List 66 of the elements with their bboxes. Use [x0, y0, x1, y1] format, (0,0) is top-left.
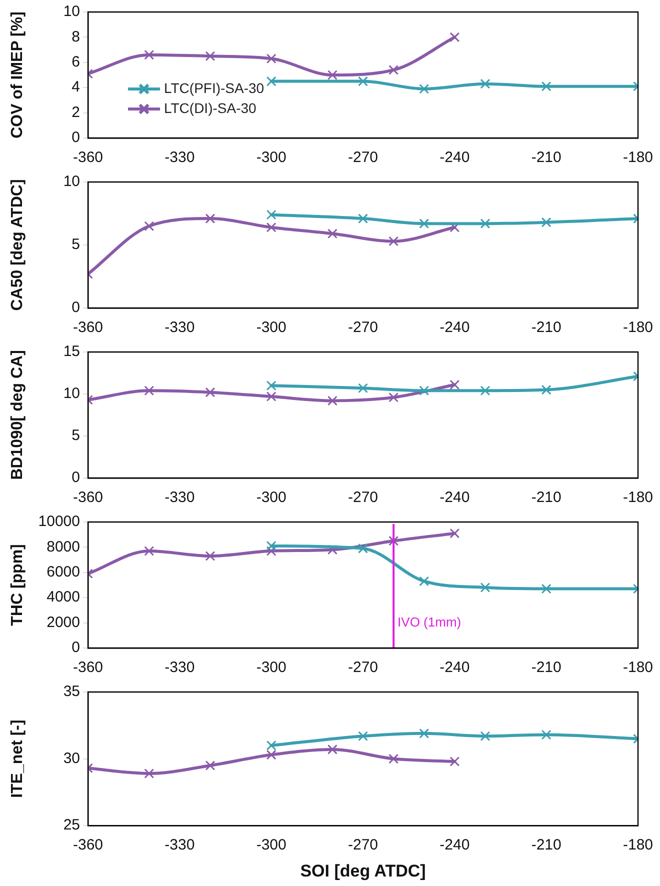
y-tick-label: 5: [72, 427, 80, 444]
x-tick-label: -210: [531, 149, 562, 166]
x-tick-label: -210: [531, 836, 562, 854]
x-tick-label: -210: [531, 659, 562, 676]
y-axis-title: ITE_net [-]: [9, 720, 26, 798]
x-tick-label: -360: [72, 836, 104, 854]
x-tick-label: -270: [348, 836, 378, 854]
y-tick-label: 0: [72, 639, 80, 656]
x-tick-label: -300: [256, 149, 286, 166]
x-tick-label: -330: [164, 659, 195, 676]
x-tick-label: -270: [348, 659, 378, 676]
x-tick-label: -300: [256, 836, 286, 854]
y-tick-label: 10000: [38, 513, 80, 530]
y-tick-label: 2: [72, 104, 80, 121]
y-axis-title: THC [ppm]: [9, 544, 26, 626]
y-tick-label: 8: [72, 28, 80, 46]
ref-line-label: IVO (1mm): [398, 614, 462, 630]
x-tick-label: -330: [164, 149, 195, 166]
y-tick-label: 4: [72, 78, 80, 96]
legend-label: LTC(DI)-SA-30: [164, 100, 257, 116]
x-tick-label: -210: [531, 319, 562, 336]
x-tick-label: -240: [440, 319, 470, 336]
y-tick-label: 10: [63, 173, 80, 190]
y-tick-label: 6000: [46, 564, 80, 581]
x-tick-label: -270: [348, 149, 378, 166]
x-tick-label: -360: [72, 319, 104, 336]
y-tick-label: 0: [72, 469, 80, 486]
x-tick-label: -360: [72, 659, 104, 676]
x-tick-label: -330: [164, 489, 195, 506]
y-tick-label: 6: [72, 54, 80, 71]
x-tick-label: -270: [348, 319, 378, 336]
x-tick-label: -180: [622, 319, 654, 336]
x-tick-label: -240: [440, 489, 470, 506]
legend-label: LTC(PFI)-SA-30: [164, 80, 264, 96]
y-axis-title: CA50 [deg ATDC]: [9, 179, 26, 311]
y-tick-label: 8000: [46, 538, 80, 556]
x-tick-label: -180: [622, 836, 654, 854]
y-tick-label: 2000: [46, 614, 80, 631]
y-tick-label: 5: [72, 236, 80, 254]
y-tick-label: 35: [63, 683, 80, 700]
x-tick-label: -240: [440, 149, 470, 166]
x-tick-label: -180: [622, 489, 654, 506]
x-tick-label: -240: [440, 659, 470, 676]
x-tick-label: -330: [164, 319, 195, 336]
x-axis-title: SOI [deg ATDC]: [300, 861, 426, 880]
x-tick-label: -180: [622, 659, 654, 676]
y-tick-label: 0: [72, 129, 80, 146]
x-tick-label: -240: [440, 836, 470, 854]
x-tick-label: -300: [256, 489, 286, 506]
y-tick-label: 15: [63, 343, 80, 360]
x-tick-label: -270: [348, 489, 378, 506]
y-tick-label: 30: [63, 750, 80, 767]
x-tick-label: -360: [72, 149, 104, 166]
y-tick-label: 0: [72, 299, 80, 316]
y-tick-label: 10: [63, 385, 80, 402]
x-tick-label: -300: [256, 319, 286, 336]
x-tick-label: -360: [72, 489, 104, 506]
y-tick-label: 10: [63, 3, 80, 20]
x-tick-label: -330: [164, 836, 195, 854]
x-tick-label: -300: [256, 659, 286, 676]
x-tick-label: -210: [531, 489, 562, 506]
y-axis-title: COV of IMEP [%]: [9, 12, 26, 138]
y-axis-title: BD1090[ deg CA]: [9, 350, 26, 480]
x-tick-label: -180: [622, 149, 654, 166]
y-tick-label: 4000: [46, 588, 80, 606]
y-tick-label: 25: [63, 816, 80, 834]
